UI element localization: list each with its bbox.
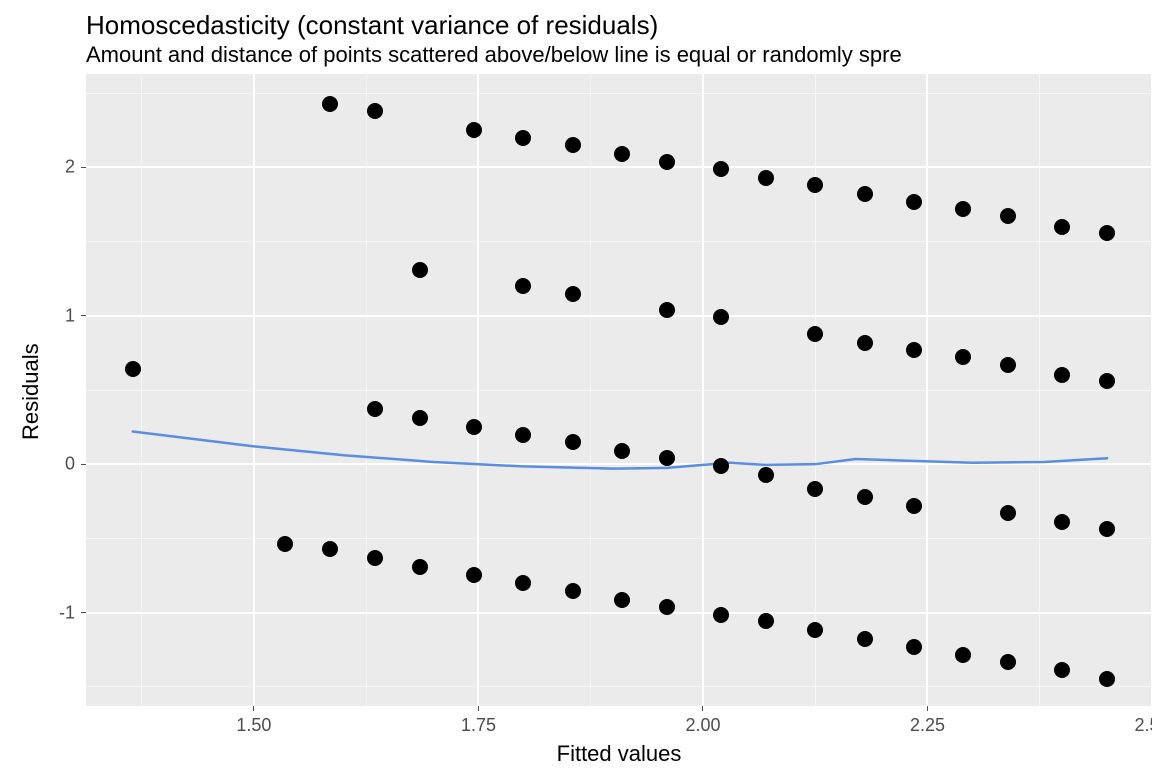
data-point xyxy=(367,550,383,566)
data-point xyxy=(515,130,531,146)
data-point xyxy=(515,278,531,294)
y-tick-label: 2 xyxy=(65,157,75,178)
data-point xyxy=(1000,208,1016,224)
data-point xyxy=(565,583,581,599)
y-tick-mark xyxy=(81,612,86,613)
data-point xyxy=(857,489,873,505)
data-point xyxy=(412,410,428,426)
data-point xyxy=(659,302,675,318)
y-axis-title: Residuals xyxy=(18,343,44,440)
data-point xyxy=(614,443,630,459)
data-point xyxy=(1054,514,1070,530)
data-point xyxy=(758,170,774,186)
y-minor-gridline xyxy=(86,241,1152,242)
chart-title: Homoscedasticity (constant variance of r… xyxy=(86,10,658,41)
x-tick-label: 2.25 xyxy=(910,715,945,736)
data-point xyxy=(906,342,922,358)
y-major-gridline xyxy=(86,463,1152,465)
data-point xyxy=(1054,219,1070,235)
data-point xyxy=(125,361,141,377)
x-tick-label: 2.00 xyxy=(685,715,720,736)
data-point xyxy=(1099,373,1115,389)
x-major-gridline xyxy=(477,74,479,706)
data-point xyxy=(807,622,823,638)
data-point xyxy=(713,161,729,177)
data-point xyxy=(857,335,873,351)
x-tick-label: 1.75 xyxy=(461,715,496,736)
y-tick-mark xyxy=(81,315,86,316)
data-point xyxy=(412,262,428,278)
data-point xyxy=(412,559,428,575)
data-point xyxy=(807,177,823,193)
data-point xyxy=(322,96,338,112)
x-major-gridline xyxy=(702,74,704,706)
x-tick-label: 2.50 xyxy=(1134,715,1152,736)
data-point xyxy=(713,458,729,474)
y-tick-label: -1 xyxy=(59,602,75,623)
x-tick-mark xyxy=(478,706,479,711)
data-point xyxy=(758,467,774,483)
x-tick-mark xyxy=(253,706,254,711)
data-point xyxy=(466,567,482,583)
y-tick-mark xyxy=(81,464,86,465)
data-point xyxy=(515,575,531,591)
data-point xyxy=(659,599,675,615)
data-point xyxy=(565,434,581,450)
y-major-gridline xyxy=(86,166,1152,168)
data-point xyxy=(955,349,971,365)
data-point xyxy=(659,154,675,170)
data-point xyxy=(857,186,873,202)
data-point xyxy=(713,607,729,623)
data-point xyxy=(713,309,729,325)
y-tick-mark xyxy=(81,167,86,168)
data-point xyxy=(466,419,482,435)
y-tick-label: 0 xyxy=(65,454,75,475)
data-point xyxy=(367,103,383,119)
data-point xyxy=(1054,662,1070,678)
data-point xyxy=(906,498,922,514)
x-tick-label: 1.50 xyxy=(236,715,271,736)
data-point xyxy=(1099,671,1115,687)
x-tick-mark xyxy=(927,706,928,711)
data-point xyxy=(1000,654,1016,670)
data-point xyxy=(906,639,922,655)
x-major-gridline xyxy=(926,74,928,706)
data-point xyxy=(955,647,971,663)
y-minor-gridline xyxy=(86,538,1152,539)
data-point xyxy=(565,137,581,153)
y-tick-label: 1 xyxy=(65,305,75,326)
data-point xyxy=(906,194,922,210)
data-point xyxy=(1099,225,1115,241)
y-minor-gridline xyxy=(86,686,1152,687)
data-point xyxy=(807,481,823,497)
data-point xyxy=(659,450,675,466)
data-point xyxy=(1099,521,1115,537)
data-point xyxy=(322,541,338,557)
data-point xyxy=(807,326,823,342)
y-minor-gridline xyxy=(86,93,1152,94)
y-major-gridline xyxy=(86,315,1152,317)
data-point xyxy=(565,286,581,302)
data-point xyxy=(614,592,630,608)
x-major-gridline xyxy=(253,74,255,706)
data-point xyxy=(1000,505,1016,521)
data-point xyxy=(1000,357,1016,373)
data-point xyxy=(277,536,293,552)
x-tick-mark xyxy=(702,706,703,711)
data-point xyxy=(367,401,383,417)
data-point xyxy=(614,146,630,162)
data-point xyxy=(515,427,531,443)
data-point xyxy=(857,631,873,647)
data-point xyxy=(1054,367,1070,383)
x-axis-title: Fitted values xyxy=(557,741,682,767)
y-minor-gridline xyxy=(86,390,1152,391)
data-point xyxy=(758,613,774,629)
y-major-gridline xyxy=(86,612,1152,614)
chart-subtitle: Amount and distance of points scattered … xyxy=(86,42,902,68)
data-point xyxy=(955,201,971,217)
data-point xyxy=(466,122,482,138)
